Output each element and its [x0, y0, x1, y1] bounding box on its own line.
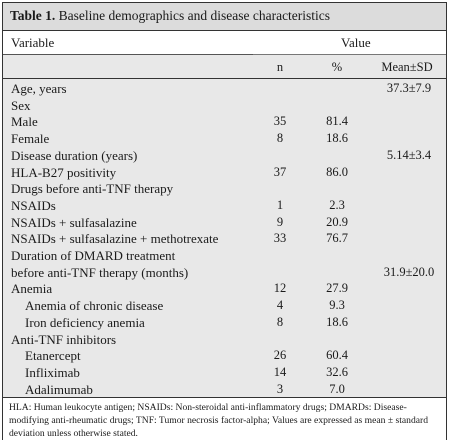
row-label: Disease duration (years) [11, 147, 138, 163]
row-label: Age, years [11, 81, 67, 96]
column-header-value: Value [341, 35, 371, 50]
table-caption: Baseline demographics and disease charac… [55, 8, 331, 23]
table-row: Anemia 12 27.9 [3, 281, 446, 298]
cell-percent: 9.3 [329, 298, 345, 313]
cell-n: 3 [276, 381, 284, 396]
row-label: Infliximab [25, 364, 80, 380]
table-row: NSAIDs 1 2.3 [3, 198, 446, 215]
cell-percent: 76.7 [326, 231, 348, 246]
table-row: Iron deficiency anemia 8 18.6 [3, 315, 446, 332]
header-row-sub: n % Mean±SD [3, 55, 446, 79]
cell-percent: 27.9 [326, 281, 348, 296]
row-label: Duration of DMARD treatment [11, 248, 176, 263]
cell-n: 35 [273, 114, 287, 129]
cell-percent: 2.3 [329, 197, 345, 212]
row-label: Sex [11, 97, 31, 113]
row-label: NSAIDs + sulfasalazine [11, 214, 137, 230]
cell-n: 33 [273, 231, 287, 246]
row-label: Male [11, 114, 38, 130]
column-header-percent: % [331, 60, 343, 74]
cell-n: 4 [276, 298, 284, 313]
column-header-n: n [276, 60, 284, 74]
table-row: Drugs before anti-TNF therapy [3, 181, 446, 198]
column-header-variable: Variable [11, 35, 55, 50]
table-row: Disease duration (years) 5.14±3.4 [3, 148, 446, 165]
table-row: Age, years 37.3±7.9 [3, 81, 446, 98]
cell-percent: 20.9 [326, 214, 348, 229]
row-label: HLA-B27 positivity [11, 164, 117, 180]
table-row: Duration of DMARD treatment [3, 248, 446, 265]
table-row: NSAIDs + sulfasalazine 9 20.9 [3, 215, 446, 232]
cell-n: 26 [273, 348, 287, 363]
table-row: Anti-TNF inhibitors [3, 332, 446, 349]
cell-percent: 60.4 [326, 348, 348, 363]
table-row: Infliximab 14 32.6 [3, 365, 446, 382]
table-row: NSAIDs + sulfasalazine + methotrexate 33 7… [3, 231, 446, 248]
table-title: Table 1. Baseline demographics and disea… [10, 8, 330, 24]
header-row-top: Variable Value [3, 31, 446, 55]
table-footer: HLA: Human leukocyte antigen; NSAIDs: No… [3, 397, 446, 441]
table-row: before anti-TNF therapy (months) 31.9±20.… [3, 265, 446, 282]
row-label: NSAIDs [11, 197, 56, 213]
cell-n: 37 [273, 164, 287, 179]
cell-mean-sd: 37.3±7.9 [386, 81, 432, 95]
table-frame: Table 1. Baseline demographics and disea… [2, 2, 447, 441]
cell-n: 8 [276, 131, 284, 146]
row-label: Etanercept [25, 348, 81, 364]
table-row: Male 35 81.4 [3, 114, 446, 131]
row-label: Anti-TNF inhibitors [11, 331, 117, 347]
cell-percent: 86.0 [326, 164, 348, 179]
table-number: Table 1. [10, 8, 56, 23]
table-row: Sex [3, 98, 446, 115]
table-title-bar: Table 1. Baseline demographics and disea… [3, 3, 446, 31]
cell-mean-sd: 31.9±20.0 [383, 264, 435, 279]
cell-percent: 32.6 [326, 364, 348, 379]
cell-percent: 18.6 [326, 131, 348, 146]
cell-percent: 7.0 [329, 381, 345, 396]
row-label: Anemia of chronic disease [25, 298, 164, 314]
cell-n: 1 [276, 197, 284, 212]
row-label: Anemia [11, 281, 53, 297]
row-label: Iron deficiency anemia [25, 314, 145, 330]
cell-n: 9 [276, 214, 284, 229]
column-header-mean-sd: Mean±SD [381, 60, 433, 74]
table-body: Age, years 37.3±7.9 Sex Male 35 81.4 Female 8 18… [3, 79, 446, 397]
table-row: Etanercept 26 60.4 [3, 348, 446, 365]
table-footnote: HLA: Human leukocyte antigen; NSAIDs: No… [9, 402, 429, 439]
cell-n: 14 [273, 364, 287, 379]
table-row: HLA-B27 positivity 37 86.0 [3, 165, 446, 182]
row-label: Adalimumab [25, 381, 93, 397]
cell-n: 12 [273, 281, 287, 296]
cell-mean-sd: 5.14±3.4 [386, 147, 432, 162]
row-label: NSAIDs + sulfasalazine + methotrexate [11, 231, 219, 247]
row-label: before anti-TNF therapy (months) [11, 264, 189, 280]
row-label: Drugs before anti-TNF therapy [11, 181, 174, 197]
row-label: Female [11, 131, 50, 147]
cell-percent: 18.6 [326, 314, 348, 329]
value-header-rule [253, 54, 446, 55]
cell-n: 8 [276, 314, 284, 329]
table-row: Adalimumab 3 7.0 [3, 382, 446, 399]
cell-percent: 81.4 [326, 114, 348, 129]
table-row: Female 8 18.6 [3, 131, 446, 148]
table-row: Anemia of chronic disease 4 9.3 [3, 298, 446, 315]
